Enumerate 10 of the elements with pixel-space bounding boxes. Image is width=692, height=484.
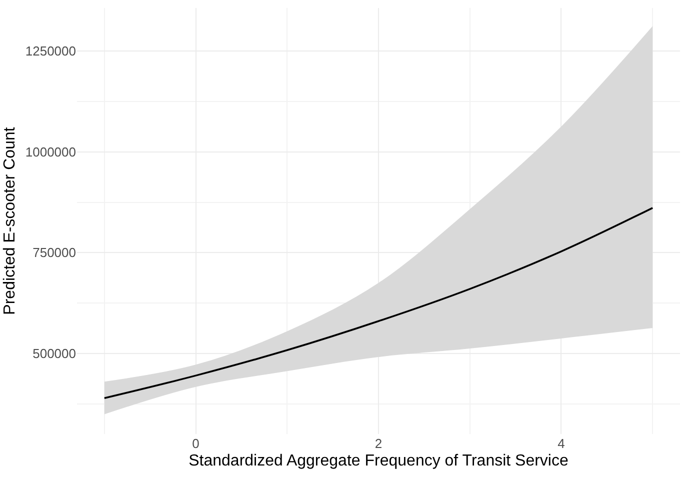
line-series [104, 207, 654, 400]
y-tick-label: 750000 [32, 245, 76, 260]
x-tick-label: 2 [374, 436, 382, 451]
y-tick-label: 1250000 [25, 44, 76, 59]
y-tick-label: 1000000 [25, 144, 76, 160]
x-tick-label: 0 [192, 436, 200, 451]
x-axis-title: Standardized Aggregate Frequency of Transit Service [188, 452, 568, 470]
y-tick-label: 500000 [32, 346, 76, 361]
y-axis-title: Predicted E-scooter Count [1, 126, 18, 315]
x-tick-label: 4 [558, 436, 565, 451]
